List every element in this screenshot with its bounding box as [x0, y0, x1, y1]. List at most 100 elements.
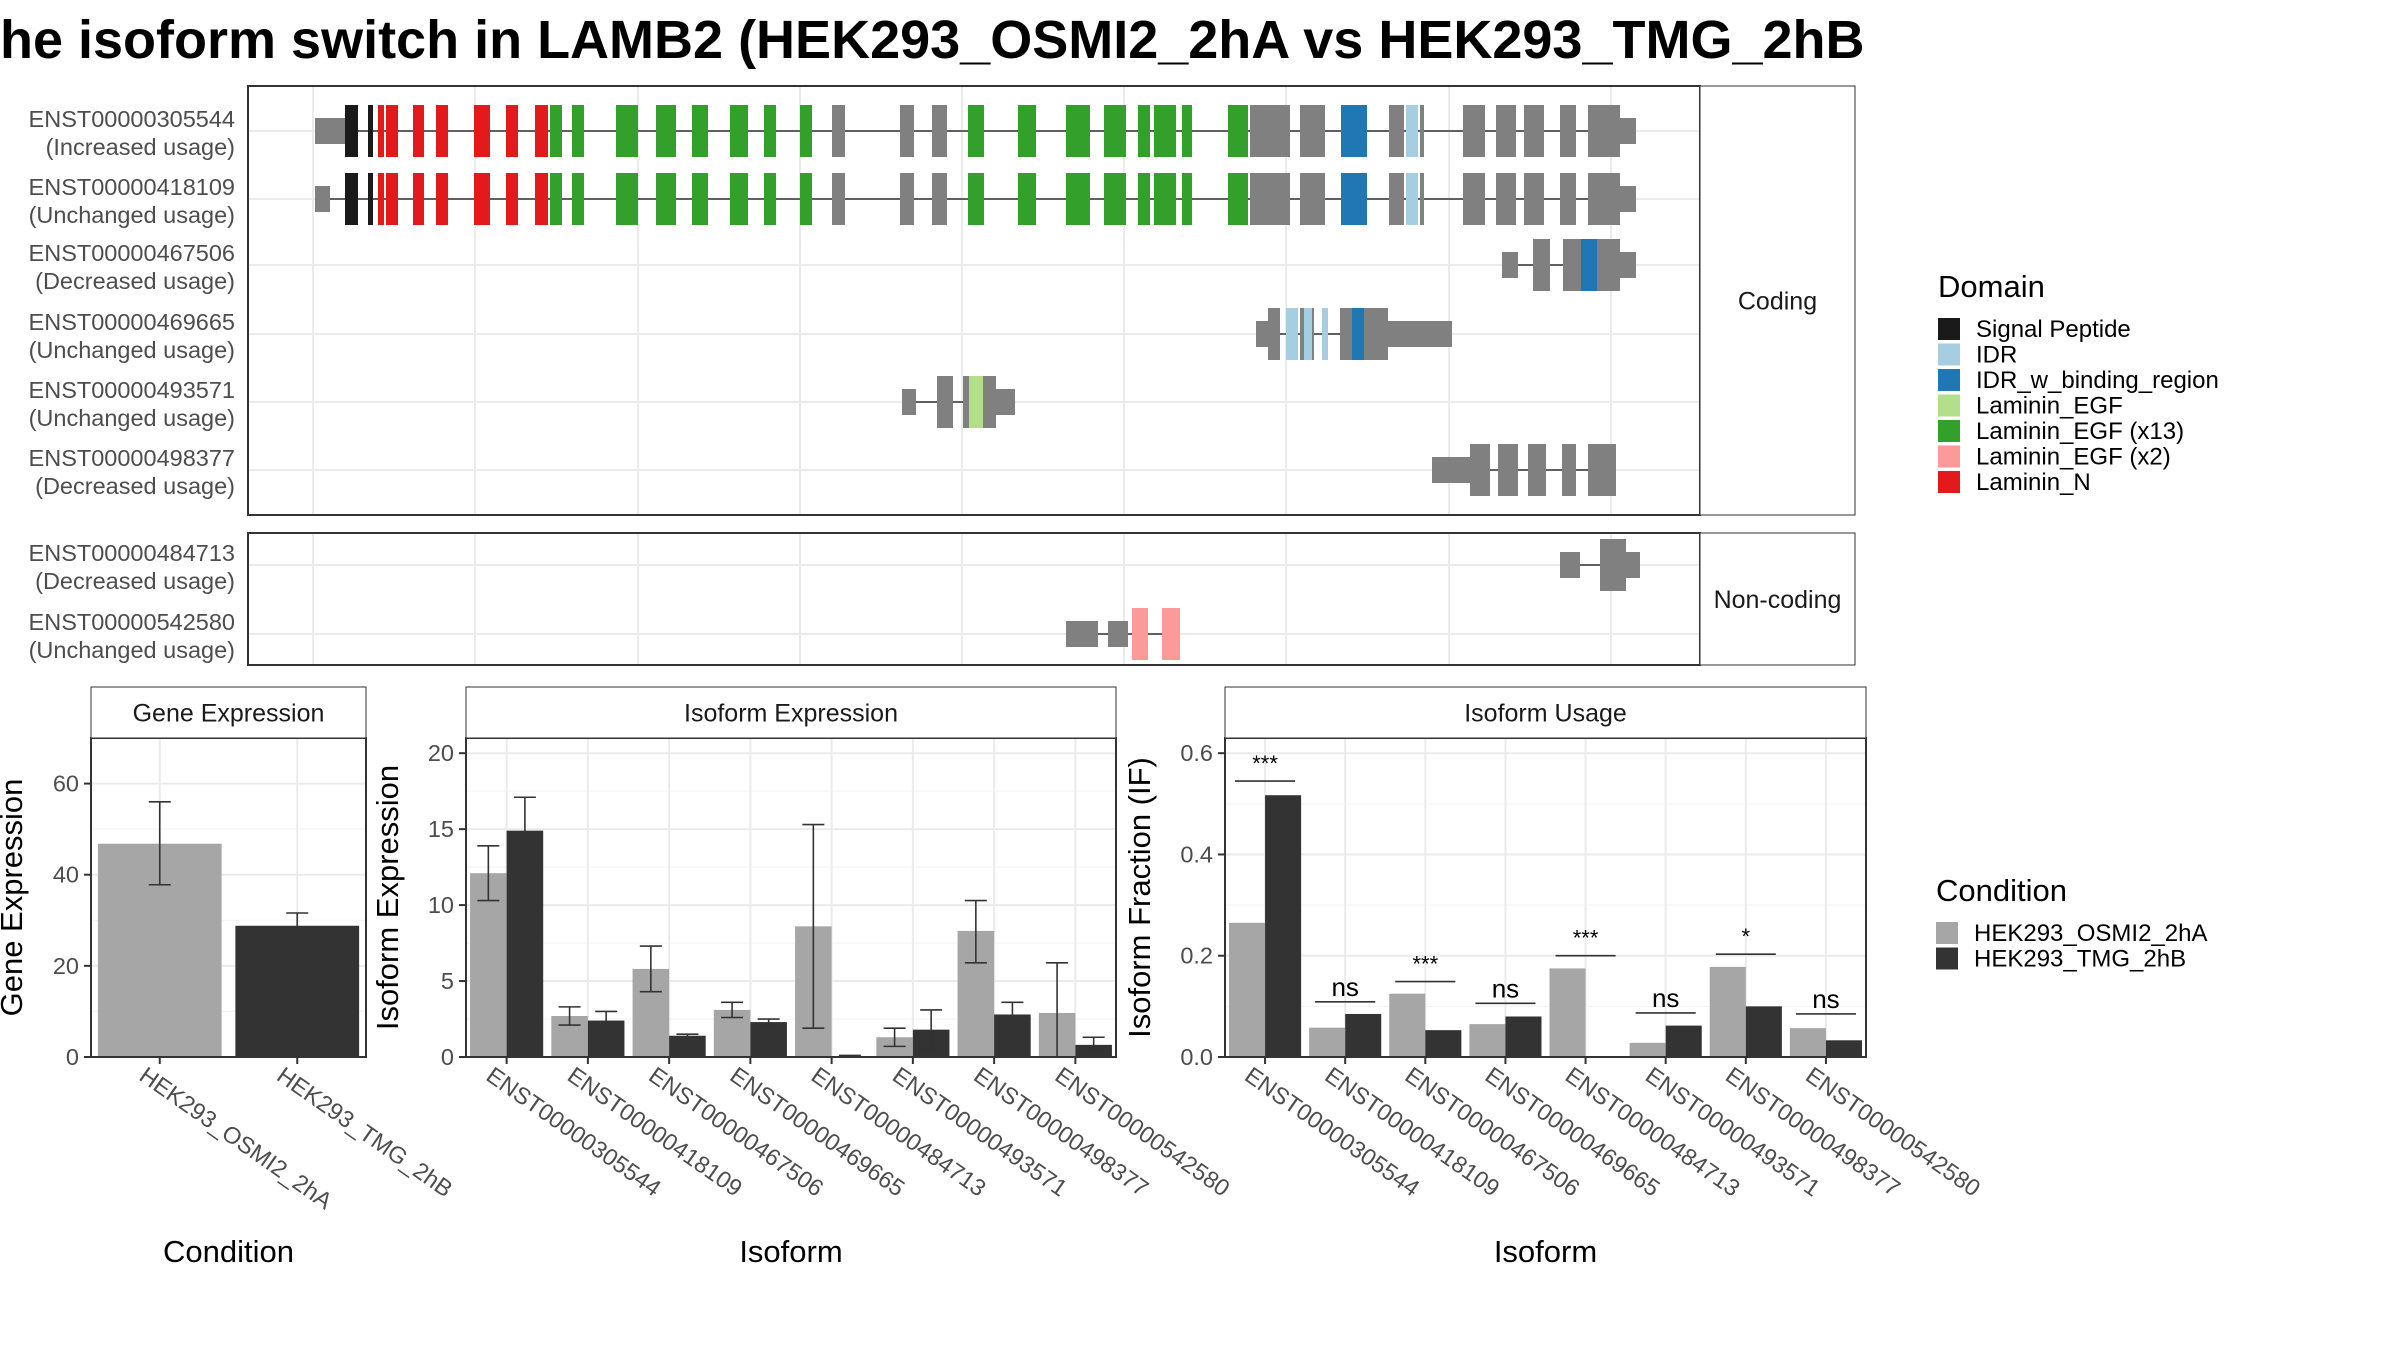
- exon: [436, 105, 448, 157]
- y-tick-label: 5: [441, 968, 454, 994]
- exon: [764, 173, 776, 225]
- exon: [1256, 321, 1268, 347]
- legend-label: IDR: [1976, 342, 2017, 369]
- bar: [1665, 1025, 1702, 1057]
- exon: [900, 173, 914, 225]
- exon: [1463, 173, 1485, 225]
- exon: [1524, 173, 1544, 225]
- exon: [1228, 173, 1248, 225]
- exon: [656, 105, 676, 157]
- transcript-usage-label: (Decreased usage): [35, 568, 235, 594]
- exon: [315, 186, 330, 212]
- transcript-model: [902, 376, 1015, 428]
- exon: [1104, 105, 1126, 157]
- exon: [1138, 173, 1150, 225]
- exon: [1598, 239, 1620, 291]
- exon: [1132, 608, 1148, 660]
- exon: [436, 173, 448, 225]
- exon: [932, 173, 947, 225]
- exon: [963, 376, 969, 428]
- exon: [1420, 173, 1424, 225]
- bar: [750, 1022, 787, 1057]
- exon: [1389, 173, 1404, 225]
- bar: [1789, 1028, 1826, 1057]
- panel-title: Isoform Usage: [1464, 700, 1627, 728]
- exon: [535, 105, 548, 157]
- legend-label: Laminin_EGF: [1976, 393, 2123, 420]
- bar: [1709, 966, 1746, 1057]
- exon: [1524, 105, 1544, 157]
- exon: [474, 173, 490, 225]
- exon: [1588, 105, 1620, 157]
- exon: [932, 105, 947, 157]
- exon: [1341, 105, 1367, 157]
- bar: [669, 1035, 706, 1057]
- significance-label: ***: [1573, 926, 1599, 951]
- coding-strip: [1699, 85, 1856, 516]
- exon: [832, 173, 845, 225]
- exon: [1528, 444, 1546, 496]
- exon: [1432, 457, 1470, 483]
- exon: [1300, 105, 1325, 157]
- transcript-id-label: ENST00000469665: [29, 309, 235, 335]
- legend-label: HEK293_OSMI2_2hA: [1974, 920, 2207, 947]
- exon: [1154, 105, 1176, 157]
- exon: [1066, 105, 1090, 157]
- significance-label: ***: [1252, 751, 1278, 776]
- exon: [800, 173, 812, 225]
- transcript-structure-panel: Coding Non-coding ENST00000305544(Increase…: [29, 85, 1856, 666]
- exon: [1228, 105, 1248, 157]
- transcript-id-label: ENST00000467506: [29, 240, 235, 266]
- transcript-model: [1432, 444, 1616, 496]
- significance-label: ns: [1652, 983, 1679, 1013]
- exon: [616, 173, 638, 225]
- exon: [1470, 444, 1490, 496]
- legend-swatch: [1938, 420, 1960, 442]
- exon: [1341, 173, 1367, 225]
- noncoding-strip: [1699, 532, 1856, 666]
- exon: [1620, 252, 1636, 278]
- exon: [1502, 252, 1518, 278]
- transcript-id-label: ENST00000484713: [29, 540, 235, 566]
- exon: [1420, 105, 1424, 157]
- exon: [1560, 173, 1576, 225]
- exon: [1612, 539, 1626, 591]
- bar: [1629, 1042, 1666, 1057]
- exon: [968, 173, 984, 225]
- bar: [1389, 993, 1426, 1057]
- y-tick-label: 60: [53, 771, 79, 797]
- exon: [1300, 173, 1325, 225]
- y-tick-label: 0.6: [1180, 740, 1213, 766]
- exon: [1182, 173, 1192, 225]
- exon: [1620, 118, 1636, 144]
- exon: [572, 173, 584, 225]
- panel-border: [465, 737, 1117, 1058]
- domain-legend-title: Domain: [1938, 269, 2045, 304]
- domain-legend: Domain Signal PeptideIDRIDR_w_binding_reg…: [1938, 269, 2219, 496]
- exon: [1496, 105, 1516, 157]
- legend-label: Laminin_EGF (x13): [1976, 418, 2184, 445]
- legend-label: HEK293_TMG_2hB: [1974, 946, 2186, 973]
- y-axis-label: Isoform Expression: [370, 765, 405, 1030]
- bar: [1505, 1016, 1542, 1057]
- exon: [1322, 308, 1328, 360]
- y-tick-label: 20: [428, 740, 454, 766]
- exon: [1496, 173, 1516, 225]
- bar: [1345, 1013, 1382, 1057]
- exon: [692, 173, 708, 225]
- exon: [413, 173, 424, 225]
- exon: [413, 105, 424, 157]
- panel-strip: [90, 686, 367, 739]
- x-axis-label: Isoform: [1494, 1234, 1597, 1269]
- coding-strip-label: Coding: [1738, 288, 1817, 316]
- exon: [345, 105, 358, 157]
- exon: [968, 105, 984, 157]
- exon: [1588, 173, 1620, 225]
- transcript-usage-label: (Unchanged usage): [29, 405, 235, 431]
- exon: [996, 389, 1015, 415]
- y-axis-label: Gene Expression: [0, 779, 29, 1017]
- exon: [1108, 621, 1128, 647]
- panel-strip: [465, 686, 1117, 739]
